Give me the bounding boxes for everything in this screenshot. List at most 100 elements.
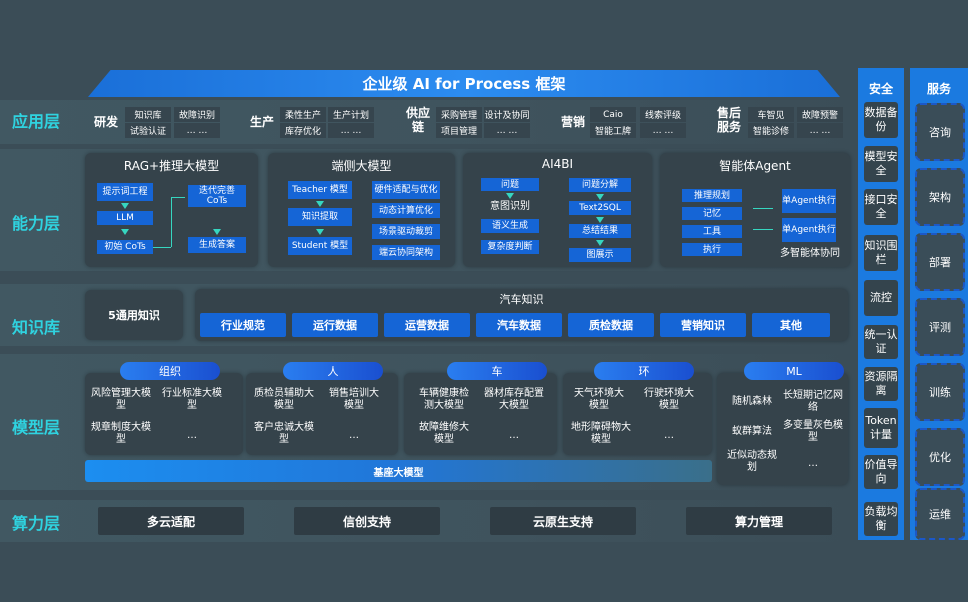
model-item: … <box>664 430 674 441</box>
base-model-bar: 基座大模型 <box>85 460 712 482</box>
model-item: 客户忠诚大模型 <box>254 422 314 445</box>
security-item: 知识围栏 <box>864 235 898 271</box>
model-item: 规章制度大模型 <box>91 422 151 445</box>
security-item: 接口安全 <box>864 189 898 225</box>
model-group-pill: 组织 <box>120 362 220 380</box>
model-item: 地形障碍物大模型 <box>571 422 631 445</box>
arrow-down-icon <box>596 240 604 246</box>
model-group-panel <box>404 373 557 455</box>
model-item: 随机森林 <box>732 396 772 407</box>
layer-label-compute: 算力层 <box>12 514 61 533</box>
model-item: 质检员辅助大模型 <box>254 388 314 411</box>
auto-knowledge-title: 汽车知识 <box>499 293 544 306</box>
security-item: 价值导向 <box>864 455 898 489</box>
arrow-down-icon <box>121 229 129 235</box>
app-item[interactable]: 故障识别 <box>174 107 220 122</box>
model-item: 多变量灰色模型 <box>783 420 843 443</box>
agent-exec-box: 执行 <box>682 243 742 256</box>
app-group-label: 研发 <box>94 115 119 129</box>
app-item[interactable]: 知识库 <box>125 107 171 122</box>
model-group-pill: 环 <box>594 362 694 380</box>
app-item[interactable]: … … <box>484 123 530 138</box>
edge-title: 端侧大模型 <box>331 159 392 173</box>
knowledge-item[interactable]: 汽车数据 <box>476 313 562 337</box>
app-item[interactable]: 故障预警 <box>797 107 843 122</box>
app-item[interactable]: 项目管理 <box>436 123 482 138</box>
security-item: 统一认证 <box>864 325 898 359</box>
security-title: 安全 <box>868 82 893 96</box>
app-item[interactable]: 线索评级 <box>640 107 686 122</box>
knowledge-item[interactable]: 质检数据 <box>568 313 654 337</box>
model-item: 器材库存配置大模型 <box>484 388 544 411</box>
service-title: 服务 <box>926 82 951 96</box>
app-item[interactable]: … … <box>640 123 686 138</box>
knowledge-item[interactable]: 营销知识 <box>660 313 746 337</box>
compute-item: 信创支持 <box>294 507 440 535</box>
knowledge-item[interactable]: 运行数据 <box>292 313 378 337</box>
app-group-label: 供应链 <box>405 106 430 134</box>
model-item: 车辆健康检测大模型 <box>419 388 469 411</box>
knowledge-item[interactable]: 运营数据 <box>384 313 470 337</box>
layer-label-knowledge: 知识库 <box>12 318 61 337</box>
knowledge-item[interactable]: 其他 <box>752 313 830 337</box>
security-item: 资源隔离 <box>864 367 898 401</box>
ai4bi-question-box: 问题 <box>481 178 539 191</box>
model-item: 故障维修大模型 <box>419 422 469 445</box>
model-item: 近似动态规划 <box>727 450 777 473</box>
rag-panel: RAG+推理大模型 提示词工程 LLM 初始 CoTs 迭代完善 CoTs 生成… <box>85 153 258 267</box>
app-item[interactable]: … … <box>328 123 374 138</box>
edge-teacher-box: Teacher 模型 <box>288 181 352 199</box>
rag-llm-box: LLM <box>97 211 153 225</box>
service-item: 训练 <box>915 363 965 421</box>
model-group-pill: 人 <box>283 362 383 380</box>
model-group-panel <box>717 373 848 485</box>
rag-iterate-box: 迭代完善 CoTs <box>188 185 246 207</box>
rag-answer-box: 生成答案 <box>188 237 246 253</box>
app-item[interactable]: 设计及协同 <box>484 107 530 122</box>
app-item[interactable]: 车智见 <box>748 107 794 122</box>
ai4bi-semantic-box: 语义生成 <box>481 219 539 233</box>
ai4bi-chart-box: 图展示 <box>569 248 631 262</box>
app-item[interactable]: Caio <box>590 107 636 122</box>
layer-label-app: 应用层 <box>12 112 61 131</box>
ai4bi-summary-box: 总结结果 <box>569 224 631 238</box>
app-item[interactable]: … … <box>174 123 220 138</box>
model-group-pill: ML <box>744 362 844 380</box>
service-item: 架构 <box>915 168 965 226</box>
app-item[interactable]: 试验认证 <box>125 123 171 138</box>
model-item: 行驶环境大模型 <box>644 388 694 411</box>
service-item: 评测 <box>915 298 965 356</box>
service-item: 咨询 <box>915 103 965 161</box>
edge-panel: 端侧大模型 Teacher 模型 知识提取 Student 模型 硬件适配与优化… <box>268 153 455 267</box>
edge-dynamic-box: 动态计算优化 <box>372 203 440 218</box>
ai4bi-decompose-box: 问题分解 <box>569 178 631 192</box>
knowledge-item[interactable]: 行业规范 <box>200 313 286 337</box>
model-item: 风险管理大模型 <box>91 388 151 411</box>
ai4bi-title: AI4BI <box>541 157 574 171</box>
app-item[interactable]: 智能诊修 <box>748 123 794 138</box>
security-item: 负载均衡 <box>864 502 898 536</box>
compute-item: 云原生支持 <box>490 507 636 535</box>
agent-plan-box: 推理规划 <box>682 189 742 202</box>
ai4bi-panel: AI4BI 问题 意图识别 语义生成 复杂度判断 问题分解 Text2SQL 总… <box>463 153 652 267</box>
model-item: … <box>187 430 197 441</box>
app-item[interactable]: 采购管理 <box>436 107 482 122</box>
app-item[interactable]: 柔性生产 <box>280 107 326 122</box>
model-item: 蚁群算法 <box>732 426 772 437</box>
model-item: 天气环境大模型 <box>574 388 624 411</box>
edge-extract-box: 知识提取 <box>288 208 352 226</box>
arrow-down-icon <box>506 193 514 199</box>
security-item: 数据备份 <box>864 102 898 138</box>
app-item[interactable]: 库存优化 <box>280 123 326 138</box>
ai4bi-intent-text: 意图识别 <box>490 201 530 212</box>
app-item[interactable]: 生产计划 <box>328 107 374 122</box>
agent-panel: 智能体Agent 推理规划 记忆 工具 执行 单Agent执行 单Agent执行… <box>660 153 850 267</box>
app-item[interactable]: 智能工牌 <box>590 123 636 138</box>
security-item: 模型安全 <box>864 146 898 182</box>
ai4bi-text2sql-box: Text2SQL <box>569 201 631 215</box>
agent-single-box: 单Agent执行 <box>782 189 836 213</box>
app-group-label: 生产 <box>250 115 275 129</box>
agent-memory-box: 记忆 <box>682 207 742 220</box>
model-group-pill: 车 <box>447 362 547 380</box>
app-item[interactable]: … … <box>797 123 843 138</box>
